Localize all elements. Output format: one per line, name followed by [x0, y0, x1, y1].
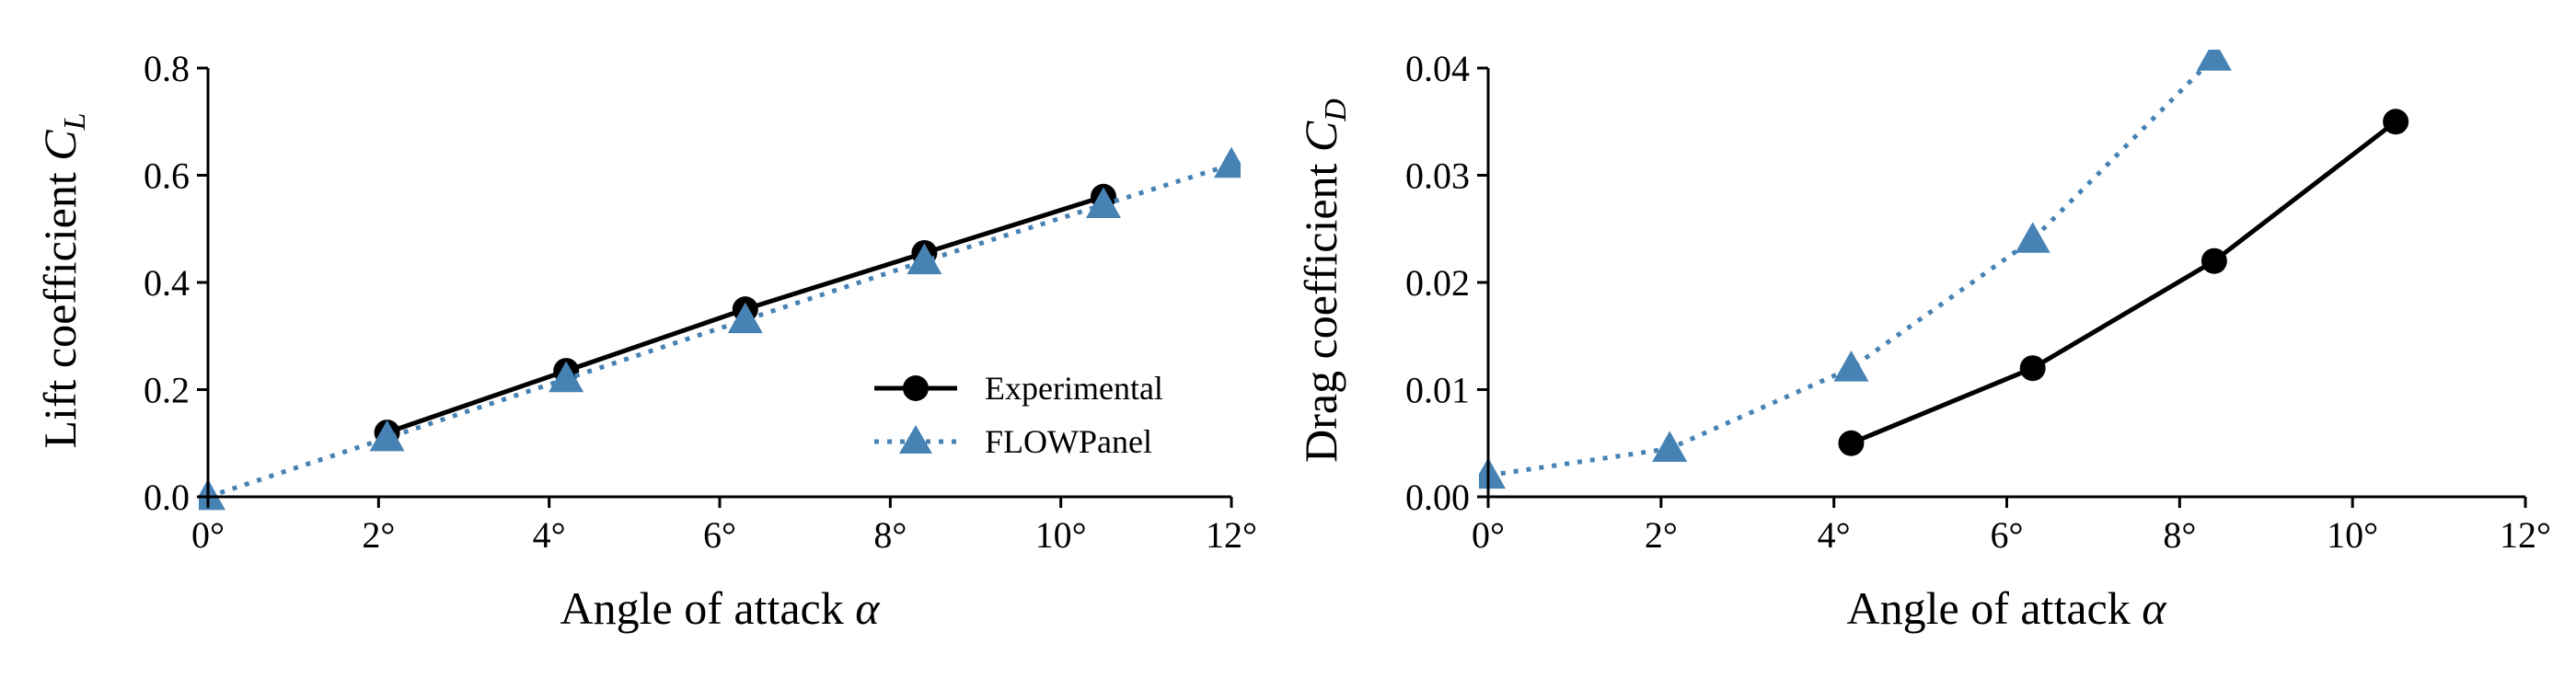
drag-flowpanel-point	[1652, 431, 1688, 462]
drag-experimental-point	[2383, 109, 2409, 135]
drag-chart-axes: 0° 2° 4° 6° 8° 10° 12° 0.00 0.01 0.02 0.03 0.04	[1405, 48, 2551, 556]
legend: Experimental FLOWPanel	[874, 370, 1163, 460]
lift-flowpanel-point	[727, 302, 763, 334]
lift-x-tick-label: 6°	[703, 514, 736, 556]
lift-x-tick-label: 12°	[1206, 514, 1257, 556]
lift-x-tick-label: 8°	[873, 514, 907, 556]
legend-label-flowpanel: FLOWPanel	[985, 423, 1152, 460]
lift-chart-axes: 0° 2° 4° 6° 8° 10° 12° 0.0 0.2 0.4 0.6 0.8	[144, 48, 1257, 556]
lift-flowpanel-point	[1086, 187, 1121, 218]
drag-x-tick-label: 0°	[1472, 514, 1505, 556]
drag-experimental-line	[1850, 120, 2397, 446]
lift-y-tick-label: 0.0	[144, 477, 190, 518]
drag-x-tick-label: 6°	[1991, 514, 2024, 556]
lift-x-tick-label: 2°	[362, 514, 395, 556]
legend-experimental-marker	[903, 375, 929, 401]
drag-x-axis-label: Angle of attack α	[1847, 582, 2168, 634]
lift-chart: 0° 2° 4° 6° 8° 10° 12° 0.0 0.2 0.4 0.6 0.8 Angle of…	[34, 48, 1257, 634]
lift-x-tick-label: 10°	[1035, 514, 1087, 556]
lift-flowpanel-point	[369, 420, 405, 452]
drag-x-tick-label: 8°	[2163, 514, 2196, 556]
lift-x-tick-label: 0°	[191, 514, 225, 556]
drag-chart-marks	[1479, 50, 2409, 489]
drag-x-tick-label: 10°	[2327, 514, 2378, 556]
lift-y-axis-label: Lift coefficient CL	[34, 112, 92, 448]
lift-y-tick-label: 0.8	[144, 48, 190, 89]
drag-flowpanel-point	[1833, 351, 1869, 382]
lift-x-axis-label: Angle of attack α	[560, 582, 882, 634]
drag-y-axis-label: Drag coefficient CD	[1295, 98, 1353, 463]
lift-y-tick-label: 0.6	[144, 155, 190, 197]
drag-experimental-point	[2201, 247, 2227, 274]
lift-y-tick-label: 0.4	[144, 262, 190, 304]
drag-chart: 0° 2° 4° 6° 8° 10° 12° 0.00 0.01 0.02 0.03 0.04 Ang…	[1295, 48, 2551, 634]
lift-flowpanel-point	[549, 361, 584, 393]
drag-x-tick-label: 4°	[1818, 514, 1851, 556]
drag-y-tick-label: 0.00	[1405, 477, 1470, 518]
drag-flowpanel-point	[1479, 457, 1506, 489]
drag-x-tick-label: 12°	[2500, 514, 2551, 556]
drag-experimental-point	[2019, 355, 2046, 382]
lift-chart-marks	[199, 146, 1241, 511]
drag-flowpanel-point	[2015, 222, 2050, 253]
drag-flowpanel-line	[1487, 55, 2216, 478]
lift-flowpanel-point	[907, 243, 942, 275]
legend-flowpanel-marker	[899, 425, 932, 454]
drag-y-tick-label: 0.02	[1405, 262, 1470, 304]
drag-experimental-point	[1838, 430, 1865, 456]
drag-y-tick-label: 0.03	[1405, 155, 1470, 197]
lift-x-tick-label: 4°	[533, 514, 566, 556]
lift-flowpanel-point	[199, 478, 225, 511]
lift-y-tick-label: 0.2	[144, 370, 190, 411]
drag-y-tick-label: 0.01	[1405, 370, 1470, 411]
drag-x-tick-label: 2°	[1645, 514, 1678, 556]
legend-label-experimental: Experimental	[985, 370, 1163, 407]
drag-flowpanel-point	[2196, 50, 2232, 71]
drag-y-tick-label: 0.04	[1405, 48, 1470, 89]
lift-flowpanel-point	[1214, 146, 1241, 178]
